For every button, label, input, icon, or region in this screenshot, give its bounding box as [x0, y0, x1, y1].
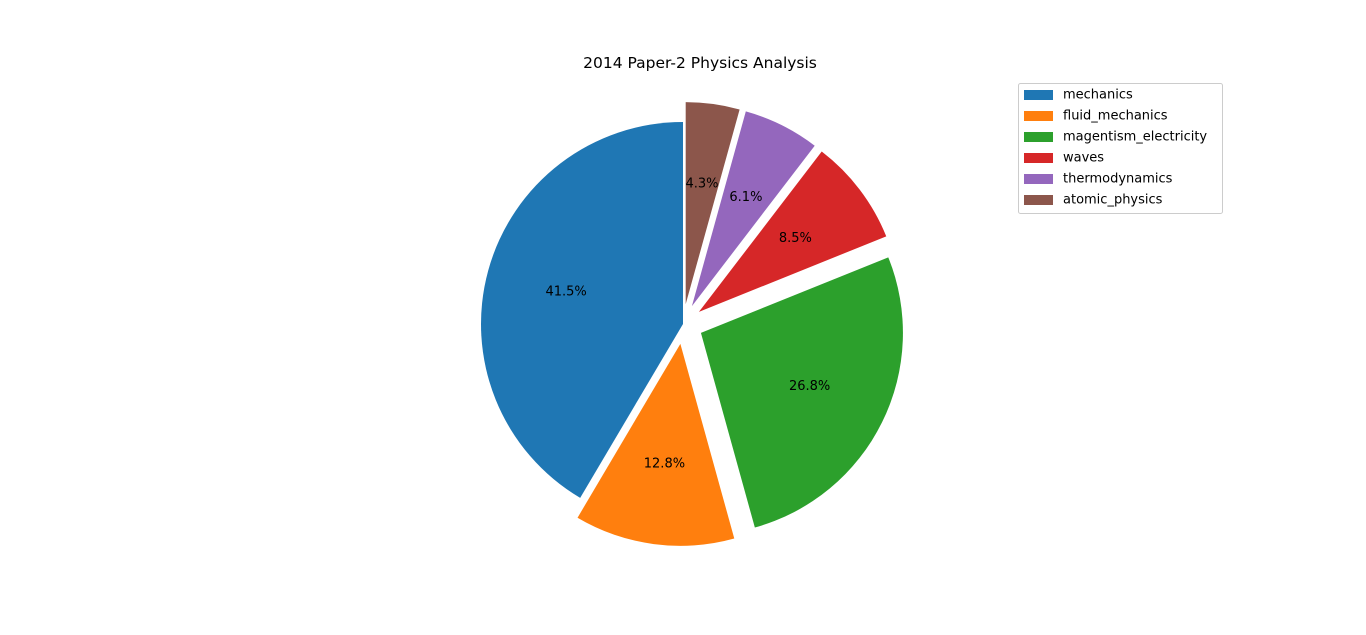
- pie-slice-mechanics: [481, 122, 683, 498]
- legend-swatch: [1024, 195, 1053, 205]
- pie-percent-label: 12.8%: [644, 456, 685, 471]
- legend-label: waves: [1063, 151, 1104, 166]
- legend-swatch: [1024, 90, 1053, 100]
- legend-label: fluid_mechanics: [1063, 109, 1168, 124]
- pie-percent-label: 8.5%: [779, 231, 812, 246]
- legend-label: mechanics: [1063, 88, 1133, 103]
- legend-label: atomic_physics: [1063, 193, 1163, 208]
- pie-slice-atomic-physics: [685, 102, 740, 305]
- legend-label: magentism_electricity: [1063, 130, 1207, 145]
- legend-swatch: [1024, 153, 1053, 163]
- chart-title: 2014 Paper-2 Physics Analysis: [583, 54, 817, 72]
- pie-percent-label: 4.3%: [686, 177, 719, 192]
- legend-swatch: [1024, 111, 1053, 121]
- pie-slice-waves: [698, 151, 887, 312]
- legend-swatch: [1024, 132, 1053, 142]
- legend: mechanics fluid_mechanics magentism_electr…: [1018, 83, 1223, 214]
- legend-swatch: [1024, 174, 1053, 184]
- pie-percent-label: 26.8%: [789, 379, 830, 394]
- pie-percent-label: 6.1%: [729, 190, 762, 205]
- legend-frame: [1018, 83, 1223, 214]
- pie-slice-thermodynamics: [691, 111, 815, 307]
- pie-slice-magentism-electricity: [700, 257, 903, 528]
- legend-label: thermodynamics: [1063, 172, 1173, 187]
- pie-slices: [481, 102, 903, 546]
- pie-slice-fluid-mechanics: [577, 343, 735, 546]
- pie-percent-label: 41.5%: [545, 285, 586, 300]
- pie-percent-labels: 41.5% 12.8% 26.8% 8.5% 6.1% 4.3%: [545, 177, 830, 472]
